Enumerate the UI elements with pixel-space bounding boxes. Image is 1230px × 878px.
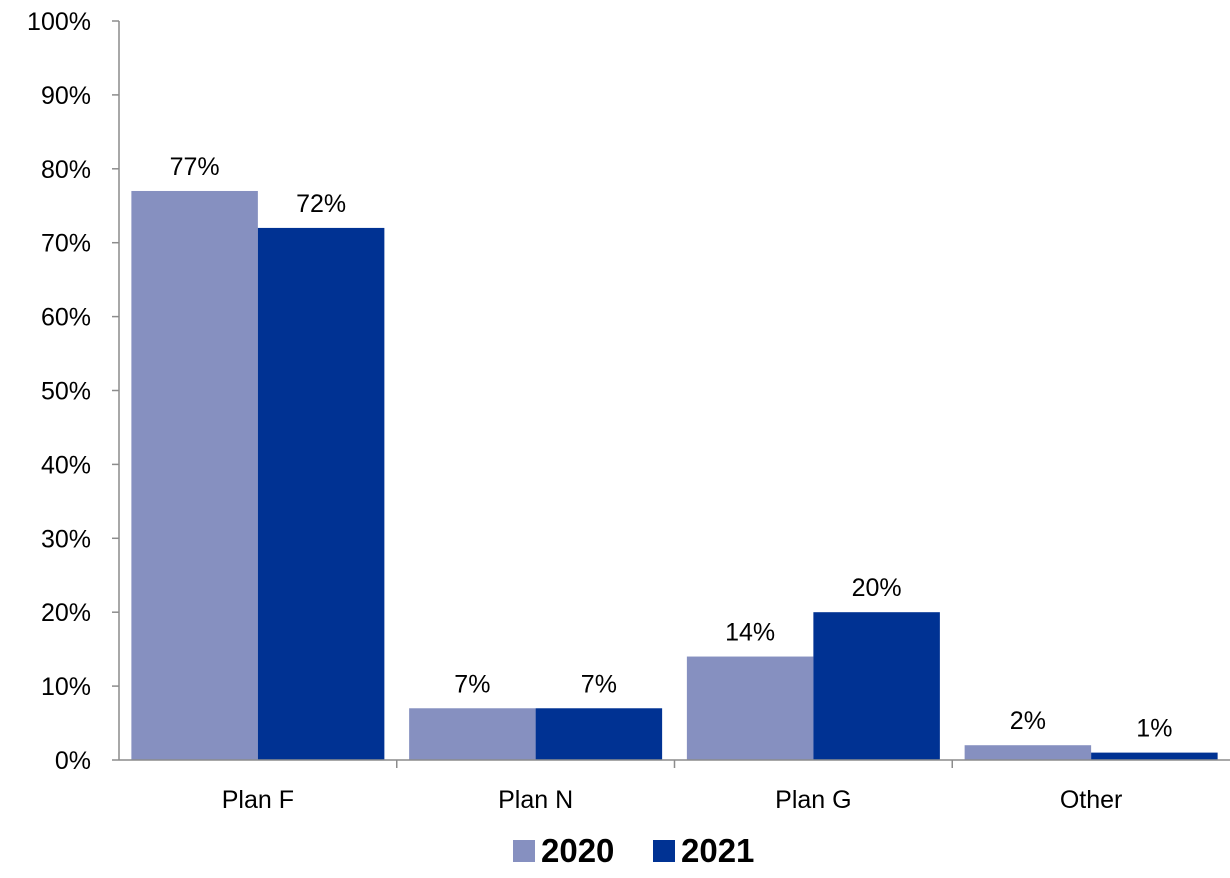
- x-category-label: Plan G: [775, 786, 851, 814]
- bar-2021: [535, 708, 663, 760]
- data-label: 20%: [852, 574, 902, 602]
- y-tick-label: 70%: [41, 230, 91, 258]
- y-tick-label: 80%: [41, 156, 91, 184]
- legend-label-2020: 2020: [541, 832, 614, 869]
- data-label: 2%: [1010, 707, 1046, 735]
- legend-swatch-2020: [513, 840, 535, 862]
- y-tick-label: 40%: [41, 451, 91, 479]
- legend-label-2021: 2021: [681, 832, 754, 869]
- y-tick-label: 90%: [41, 82, 91, 110]
- x-category-label: Other: [1060, 786, 1123, 814]
- axes-group: 0% 10% 20% 30% 40% 50% 60% 70% 80% 90% 100% Plan F P…: [27, 8, 1230, 814]
- bar-2020: [686, 656, 814, 760]
- bar-2020: [131, 190, 258, 761]
- y-tick-label: 20%: [41, 599, 91, 627]
- bar-2020: [409, 708, 536, 760]
- data-label: 77%: [170, 153, 220, 181]
- y-tick-label: 60%: [41, 304, 91, 332]
- legend: 2020 2021: [513, 832, 754, 869]
- bar-2020: [964, 745, 1092, 760]
- bar-2021: [257, 227, 385, 761]
- data-labels-group: 77% 72% 7% 7% 14% 20% 2% 1%: [170, 153, 1173, 743]
- bars-group: [131, 190, 1218, 761]
- bar-2021: [1091, 752, 1218, 760]
- y-tick-label: 50%: [41, 378, 91, 406]
- y-tick-label: 100%: [27, 8, 91, 36]
- data-label: 1%: [1136, 715, 1172, 743]
- bar-2021: [813, 612, 940, 760]
- data-label: 7%: [581, 670, 617, 698]
- data-label: 72%: [296, 190, 346, 218]
- y-tick-label: 30%: [41, 525, 91, 553]
- data-label: 14%: [725, 619, 775, 647]
- y-tick-label: 10%: [41, 673, 91, 701]
- data-label: 7%: [454, 670, 490, 698]
- y-tick-label: 0%: [55, 747, 91, 775]
- legend-swatch-2021: [653, 840, 675, 862]
- x-category-label: Plan N: [498, 786, 573, 814]
- x-category-label: Plan F: [222, 786, 294, 814]
